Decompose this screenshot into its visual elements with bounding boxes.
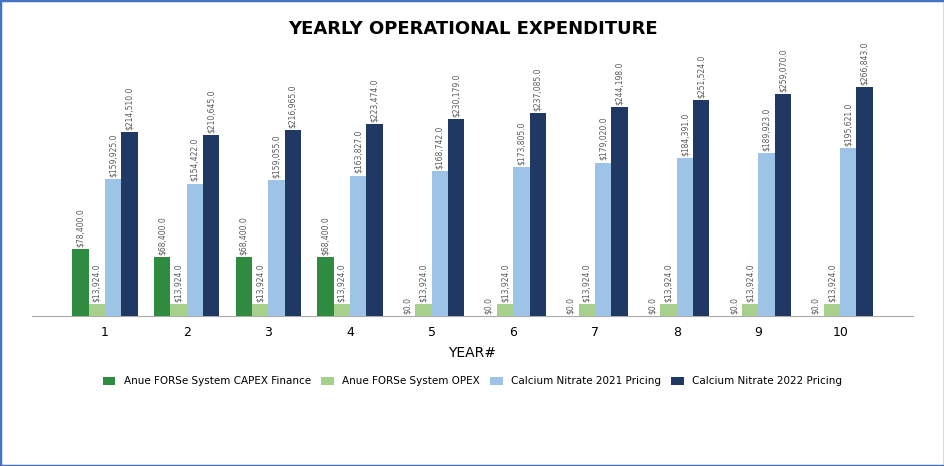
Bar [595, 163, 611, 316]
Text: $13,924.0: $13,924.0 [174, 263, 183, 302]
Bar [660, 304, 676, 316]
X-axis label: YEAR#: YEAR# [448, 346, 496, 360]
Bar [186, 184, 203, 316]
Text: $184,391.0: $184,391.0 [680, 112, 689, 156]
Bar [89, 304, 105, 316]
Bar [252, 304, 268, 316]
Bar [349, 176, 366, 316]
Bar [447, 119, 464, 316]
Text: $244,198.0: $244,198.0 [615, 61, 623, 104]
Text: $68,400.0: $68,400.0 [239, 216, 248, 255]
Bar [741, 304, 758, 316]
Bar [268, 180, 284, 316]
Bar [121, 132, 138, 316]
Bar [611, 107, 627, 316]
Text: $13,924.0: $13,924.0 [418, 263, 428, 302]
Bar [154, 257, 170, 316]
Text: $195,621.0: $195,621.0 [843, 103, 851, 146]
Text: $237,085.0: $237,085.0 [532, 67, 542, 110]
Bar [72, 249, 89, 316]
Text: $13,924.0: $13,924.0 [745, 263, 754, 302]
Text: $179,020.0: $179,020.0 [598, 117, 607, 160]
Text: $0.0: $0.0 [810, 297, 819, 314]
Text: $13,924.0: $13,924.0 [664, 263, 672, 302]
Text: $214,510.0: $214,510.0 [125, 87, 134, 130]
Bar [676, 158, 692, 316]
Text: $13,924.0: $13,924.0 [582, 263, 591, 302]
Bar [414, 304, 431, 316]
Bar [774, 94, 790, 316]
Bar [497, 304, 513, 316]
Text: $223,474.0: $223,474.0 [369, 79, 379, 122]
Text: $68,400.0: $68,400.0 [158, 216, 166, 255]
Text: $13,924.0: $13,924.0 [500, 263, 509, 302]
Text: $13,924.0: $13,924.0 [255, 263, 264, 302]
Bar [317, 257, 333, 316]
Text: $230,179.0: $230,179.0 [451, 73, 460, 116]
Text: $78,400.0: $78,400.0 [76, 208, 85, 247]
Text: $159,055.0: $159,055.0 [272, 134, 280, 178]
Text: $0.0: $0.0 [484, 297, 493, 314]
Bar [513, 167, 530, 316]
Text: $159,925.0: $159,925.0 [109, 133, 117, 177]
Legend: Anue FORSe System CAPEX Finance, Anue FORSe System OPEX, Calcium Nitrate 2021 Pr: Anue FORSe System CAPEX Finance, Anue FO… [98, 372, 846, 391]
Bar [578, 304, 595, 316]
Bar [203, 136, 219, 316]
Text: $210,645.0: $210,645.0 [207, 90, 215, 133]
Bar [105, 179, 121, 316]
Text: $173,805.0: $173,805.0 [516, 121, 526, 165]
Text: $0.0: $0.0 [402, 297, 412, 314]
Text: $216,965.0: $216,965.0 [288, 84, 297, 128]
Text: $13,924.0: $13,924.0 [93, 263, 101, 302]
Text: $13,924.0: $13,924.0 [337, 263, 346, 302]
Bar [431, 171, 447, 316]
Text: $163,827.0: $163,827.0 [353, 130, 362, 173]
Bar [170, 304, 186, 316]
Bar [839, 148, 855, 316]
Bar [366, 124, 382, 316]
Text: $68,400.0: $68,400.0 [321, 216, 329, 255]
Bar [823, 304, 839, 316]
Bar [855, 87, 872, 316]
Bar [284, 130, 300, 316]
Text: $259,070.0: $259,070.0 [778, 48, 786, 92]
Text: $0.0: $0.0 [729, 297, 737, 314]
Text: $154,422.0: $154,422.0 [190, 138, 199, 181]
Bar [758, 153, 774, 316]
Bar [235, 257, 252, 316]
Title: YEARLY OPERATIONAL EXPENDITURE: YEARLY OPERATIONAL EXPENDITURE [287, 20, 657, 38]
Bar [530, 113, 546, 316]
Text: $13,924.0: $13,924.0 [827, 263, 835, 302]
Text: $0.0: $0.0 [647, 297, 656, 314]
Text: $266,843.0: $266,843.0 [859, 41, 868, 85]
Text: $189,923.0: $189,923.0 [761, 108, 770, 151]
Text: $0.0: $0.0 [565, 297, 575, 314]
Bar [692, 101, 709, 316]
Bar [333, 304, 349, 316]
Text: $251,524.0: $251,524.0 [696, 55, 705, 98]
Text: $168,742.0: $168,742.0 [435, 126, 444, 169]
